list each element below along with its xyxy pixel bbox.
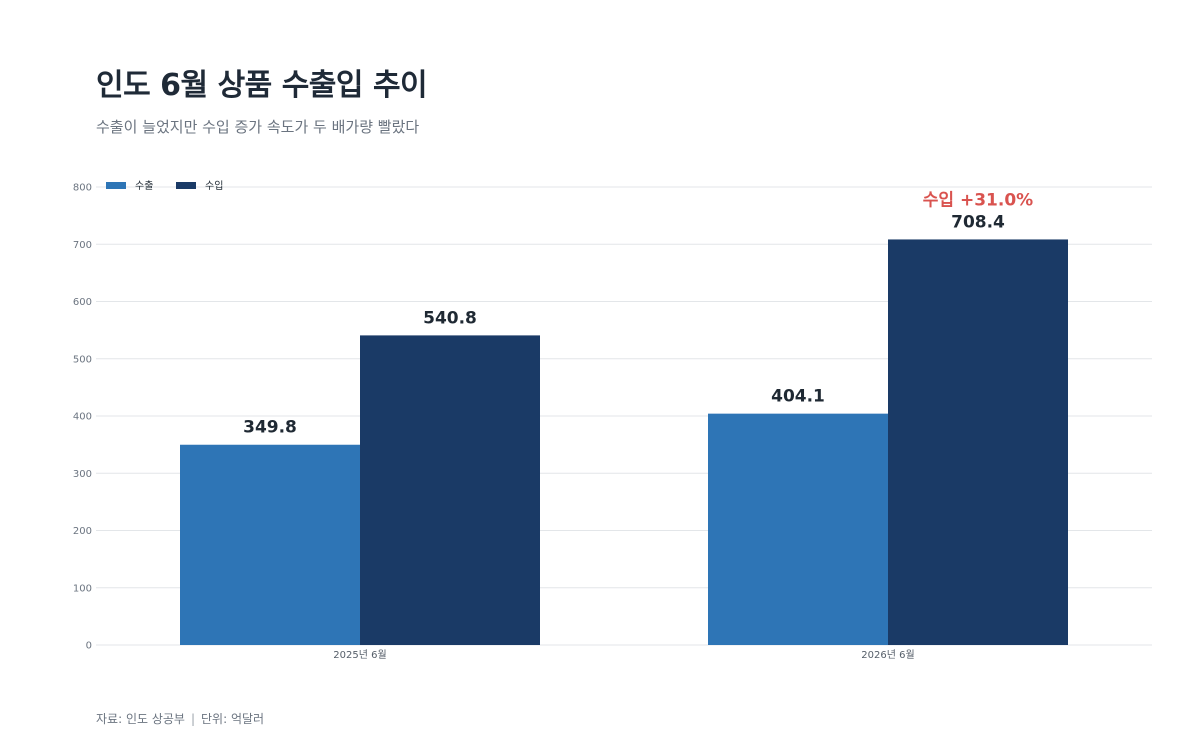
bar-value-label: 404.1: [771, 387, 825, 407]
y-tick-label: 100: [73, 583, 92, 594]
chart-subtitle: 수출이 늘었지만 수입 증가 속도가 두 배가량 빨랐다: [96, 118, 420, 136]
footer-separator: |: [190, 712, 195, 726]
y-tick-label: 700: [73, 240, 92, 251]
bar: [708, 413, 888, 645]
legend-label: 수출: [135, 180, 153, 192]
y-tick-label: 0: [86, 641, 92, 652]
x-category-label: 2025년 6월: [333, 649, 386, 661]
bar: [180, 444, 360, 645]
value-labels: 349.8 540.8 404.1 708.4수입 +31.0%: [243, 190, 1033, 437]
legend-swatch: [106, 182, 126, 189]
bar-value-label: 349.8: [243, 418, 297, 438]
bar: [888, 239, 1068, 646]
legend: 수출 수입: [106, 179, 223, 192]
y-tick-label: 800: [73, 183, 92, 194]
x-axis-categories: 2025년 6월 2026년 6월: [333, 649, 914, 661]
y-tick-label: 600: [73, 297, 92, 308]
bars: [180, 239, 1068, 646]
bar: [360, 335, 540, 645]
unit-note: 단위: 억달러: [201, 712, 265, 726]
x-category-label: 2026년 6월: [861, 649, 914, 661]
legend-label: 수입: [205, 179, 223, 192]
bar-value-label: 708.4: [951, 212, 1005, 232]
growth-annotation: 수입 +31.0%: [923, 190, 1033, 210]
y-tick-label: 500: [73, 354, 92, 365]
legend-swatch: [176, 182, 196, 189]
y-tick-label: 400: [73, 412, 92, 423]
y-tick-label: 200: [73, 526, 92, 537]
source-note: 자료: 인도 상공부: [96, 712, 185, 726]
y-tick-label: 300: [73, 469, 92, 480]
chart-footer: 자료: 인도 상공부 | 단위: 억달러: [96, 710, 264, 727]
chart-title: 인도 6월 상품 수출입 추이: [96, 68, 428, 103]
bar-value-label: 540.8: [423, 308, 477, 328]
y-axis-ticks: 0 100 200 300 400 500 600 700 800: [73, 183, 92, 652]
